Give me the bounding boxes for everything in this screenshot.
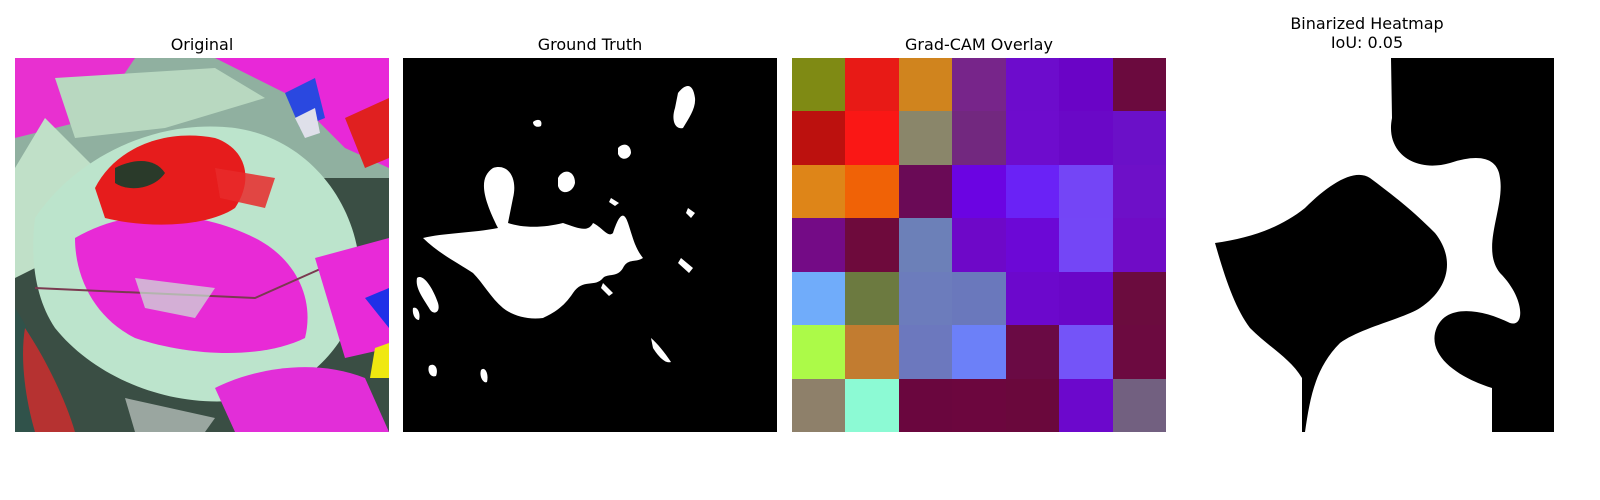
gradcam-cell (792, 58, 845, 111)
gradcam-cell (792, 379, 845, 432)
gradcam-cell (1113, 272, 1166, 325)
gradcam-cell (899, 165, 952, 218)
gradcam-cell (845, 58, 899, 111)
gradcam-cell (1059, 379, 1113, 432)
gradcam-cell (1006, 58, 1059, 111)
gradcam-cell (1059, 325, 1113, 379)
gradcam-cell (1113, 111, 1166, 165)
gradcam-cell (845, 218, 899, 272)
gradcam-cell (1113, 379, 1166, 432)
gradcam-cell (845, 111, 899, 165)
gradcam-grid (792, 58, 1166, 432)
gradcam-cell (792, 325, 845, 379)
gradcam-cell (952, 165, 1006, 218)
gradcam-cell (899, 379, 952, 432)
gradcam-cell (1006, 325, 1059, 379)
gradcam-cell (1113, 58, 1166, 111)
gradcam-cell (1006, 218, 1059, 272)
title-gradcam-overlay: Grad-CAM Overlay (905, 35, 1053, 54)
gradcam-cell (1059, 272, 1113, 325)
gradcam-cell (1113, 165, 1166, 218)
title-ground-truth: Ground Truth (537, 35, 643, 54)
gradcam-cell (792, 218, 845, 272)
gradcam-cell (952, 272, 1006, 325)
gradcam-cell (1113, 218, 1166, 272)
gradcam-cell (899, 272, 952, 325)
gradcam-cell (952, 325, 1006, 379)
gradcam-cell (792, 165, 845, 218)
gradcam-cell (845, 272, 899, 325)
gradcam-overlay (792, 58, 1166, 432)
gradcam-cell (899, 325, 952, 379)
gradcam-cell (952, 379, 1006, 432)
gradcam-cell (1006, 272, 1059, 325)
gradcam-cell (952, 58, 1006, 111)
gradcam-cell (1006, 165, 1059, 218)
gradcam-cell (845, 165, 899, 218)
original-image (15, 58, 389, 432)
ground-truth-mask-drawing (403, 58, 777, 432)
gradcam-cell (952, 111, 1006, 165)
iou-score: IoU: 0.05 (1330, 33, 1404, 52)
gradcam-cell (792, 272, 845, 325)
original-image-drawing (15, 58, 389, 432)
gradcam-cell (1006, 111, 1059, 165)
gradcam-cell (952, 218, 1006, 272)
gradcam-cell (1059, 218, 1113, 272)
gradcam-cell (899, 218, 952, 272)
gradcam-cell (1059, 111, 1113, 165)
gradcam-cell (1059, 165, 1113, 218)
gradcam-cell (845, 325, 899, 379)
gradcam-cell (1059, 58, 1113, 111)
gradcam-cell (899, 111, 952, 165)
gradcam-cell (899, 58, 952, 111)
gradcam-cell (1113, 325, 1166, 379)
gradcam-cell (792, 111, 845, 165)
binarized-heatmap (1180, 58, 1554, 432)
gradcam-cell (1006, 379, 1059, 432)
ground-truth-mask (403, 58, 777, 432)
gradcam-cell (845, 379, 899, 432)
binarized-heatmap-drawing (1180, 58, 1554, 432)
binarized-heatmap-title: Binarized Heatmap (1290, 14, 1444, 33)
title-original: Original (170, 35, 234, 54)
title-binarized-heatmap: Binarized Heatmap IoU: 0.05 (1180, 14, 1554, 52)
